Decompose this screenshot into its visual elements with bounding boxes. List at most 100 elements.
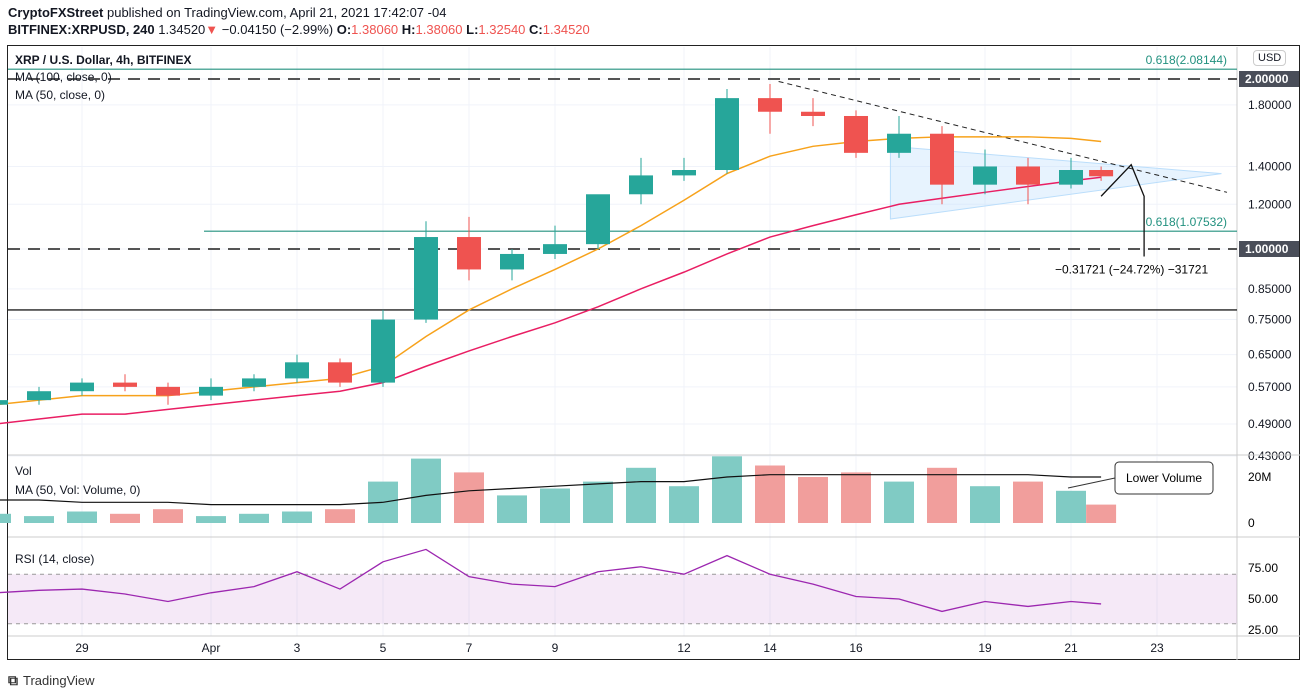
volume-bar	[454, 472, 484, 523]
candle-body	[1016, 166, 1040, 185]
volume-bar	[626, 467, 656, 523]
y-tick-label: 0.49000	[1248, 417, 1292, 431]
vol-ma-legend[interactable]: MA (50, Vol: Volume, 0)	[15, 483, 141, 497]
x-tick-label: 16	[849, 641, 863, 655]
candle-body	[371, 319, 395, 383]
volume-bar	[110, 513, 140, 523]
ma50-line	[0, 136, 1102, 406]
publish-info: CryptoFXStreet published on TradingView.…	[8, 5, 446, 20]
volume-bar	[24, 516, 54, 523]
ma50-legend[interactable]: MA (50, close, 0)	[15, 88, 106, 102]
candle-body	[543, 244, 567, 254]
symbol: BITFINEX:XRPUSD, 240	[8, 22, 155, 37]
candle-body	[156, 386, 180, 396]
currency-button[interactable]: USD	[1253, 50, 1287, 66]
volume-bar	[0, 513, 11, 523]
ma100-line	[0, 176, 1102, 425]
chart-frame[interactable]	[7, 45, 1300, 660]
volume-bar	[239, 513, 269, 523]
volume-bar	[325, 509, 355, 523]
rsi-legend[interactable]: RSI (14, close)	[15, 552, 95, 566]
volume-bar	[669, 486, 699, 523]
volume-bar	[67, 511, 97, 523]
high-value: 1.38060	[415, 22, 463, 37]
down-arrow-icon: ▼	[205, 22, 219, 37]
volume-bar	[712, 456, 742, 523]
volume-bar	[970, 486, 1000, 523]
volume-bar	[798, 477, 828, 523]
projection-arrow	[1100, 163, 1145, 257]
vol-tick-label: 20M	[1248, 470, 1271, 484]
price-label-bg	[1239, 241, 1299, 257]
volume-bar	[583, 481, 613, 523]
c-label: C:	[529, 22, 543, 37]
candle-body	[930, 133, 954, 185]
rsi-tick-label: 25.00	[1248, 623, 1278, 637]
x-tick-label: 23	[1150, 641, 1164, 655]
volume-bar	[1056, 490, 1086, 523]
candle-body	[887, 133, 911, 153]
volume-bar	[497, 495, 527, 523]
candle-body	[715, 98, 739, 171]
y-tick-label: 0.57000	[1248, 380, 1292, 394]
volume-bar	[884, 481, 914, 523]
vol-legend[interactable]: Vol	[15, 464, 32, 478]
volume-ma-line	[0, 474, 1102, 506]
candle-body	[1089, 170, 1114, 177]
low-value: 1.32540	[478, 22, 526, 37]
volume-bar	[540, 488, 570, 523]
descending-trendline	[778, 80, 1228, 193]
price-label: 1.00000	[1245, 242, 1289, 256]
candle-body	[973, 166, 997, 185]
x-tick-label: 5	[380, 641, 387, 655]
tradingview-logo-icon: ⧉	[8, 672, 18, 688]
y-tick-label: 0.85000	[1248, 282, 1292, 296]
candle-body	[113, 382, 137, 387]
price-label-bg	[1239, 71, 1299, 87]
rsi-band	[8, 574, 1237, 624]
y-tick-label: 0.75000	[1248, 313, 1292, 327]
x-tick-label: 19	[978, 641, 992, 655]
candle-body	[70, 382, 94, 392]
x-tick-label: 7	[466, 641, 473, 655]
symbol-info: BITFINEX:XRPUSD, 240 1.34520▼ −0.04150 (…	[8, 22, 590, 37]
candle-body	[758, 98, 782, 112]
candle-body	[1059, 170, 1083, 185]
y-tick-label: 1.40000	[1248, 159, 1292, 173]
published-text: published on TradingView.com, April 21, …	[106, 5, 447, 20]
price-label: 2.00000	[1245, 72, 1289, 86]
volume-bar	[1086, 504, 1117, 523]
volume-bar	[153, 509, 183, 523]
x-tick-label: 12	[677, 641, 691, 655]
x-tick-label: 29	[75, 641, 89, 655]
chart-title: XRP / U.S. Dollar, 4h, BITFINEX	[15, 53, 192, 67]
annotation-pointer	[1067, 477, 1116, 489]
publisher: CryptoFXStreet	[8, 5, 104, 20]
volume-bar	[196, 516, 226, 523]
volume-bar	[927, 467, 957, 523]
candle-body	[457, 237, 481, 270]
l-label: L:	[466, 22, 479, 37]
x-tick-label: 3	[294, 641, 301, 655]
volume-bar	[411, 458, 441, 523]
ma100-legend[interactable]: MA (100, close, 0)	[15, 70, 112, 84]
measure-label: −0.31721 (−24.72%) −31721	[1055, 262, 1208, 276]
y-tick-label: 0.65000	[1248, 348, 1292, 362]
candle-body	[242, 378, 266, 387]
footer: ⧉ TradingView	[8, 672, 95, 689]
candle-body	[27, 391, 51, 401]
candle-body	[414, 237, 438, 320]
candle-body	[285, 362, 309, 379]
annotation-text: Lower Volume	[1126, 471, 1202, 485]
candle-body	[328, 362, 352, 383]
volume-bar	[1013, 481, 1043, 523]
volume-bar	[282, 511, 312, 523]
h-label: H:	[401, 22, 416, 37]
candle-body	[199, 386, 223, 396]
candle-body	[801, 111, 825, 116]
fib-label: 0.618(2.08144)	[1146, 53, 1227, 67]
y-tick-label: 1.20000	[1248, 197, 1292, 211]
o-label: O:	[336, 22, 352, 37]
candle-body	[586, 194, 610, 245]
